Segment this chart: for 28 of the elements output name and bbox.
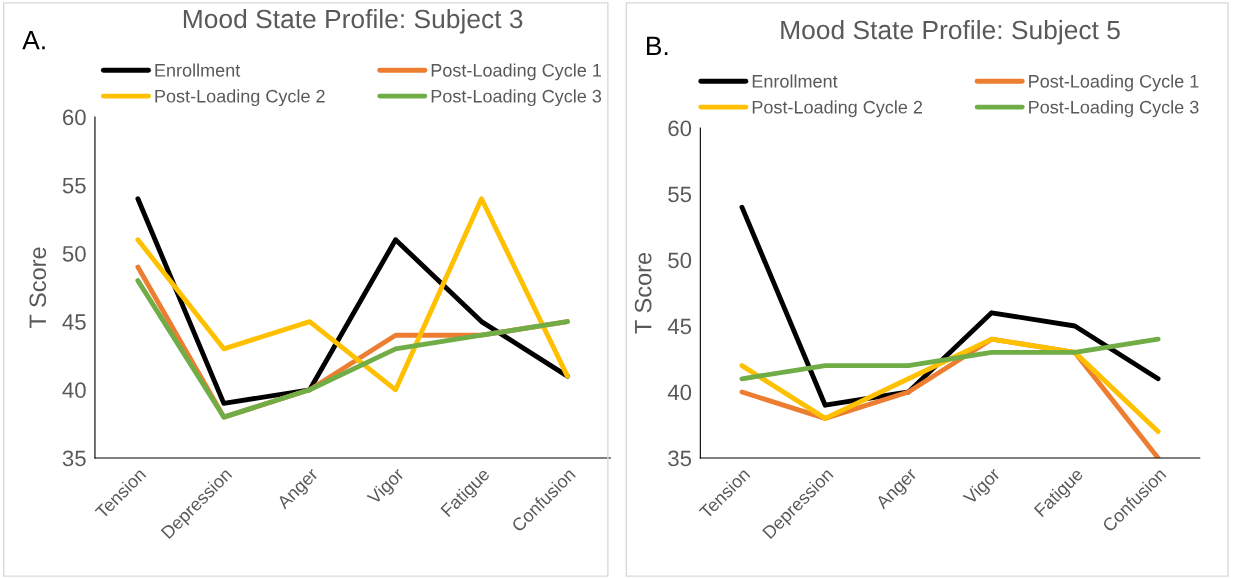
legend-label: Post-Loading Cycle 1 (431, 63, 602, 81)
legend-label: Post-Loading Cycle 3 (1029, 100, 1199, 118)
y-tick-label: 60 (668, 120, 692, 137)
legend-label: Enrollment (155, 63, 241, 77)
y-tick-label: 45 (62, 314, 86, 330)
legend-label: Post-Loading Cycle 3 (431, 89, 602, 107)
y-axis-title: T Score (634, 252, 652, 334)
y-tick-label: 40 (667, 384, 692, 401)
legend-label: Enrollment (752, 74, 838, 88)
y-tick-label: 55 (62, 177, 86, 194)
line-series (739, 336, 1161, 382)
y-axis-title: T Score (29, 247, 47, 329)
y-tick-label: 40 (62, 382, 86, 399)
y-tick-label: 35 (62, 450, 86, 467)
chart-title: Mood State Profile: Subject 3 (183, 8, 523, 34)
legend-label: Post-Loading Cycle 2 (752, 100, 923, 118)
y-tick-label: 60 (63, 109, 86, 126)
y-tick-label: 50 (668, 252, 692, 269)
text: A. (22, 31, 45, 50)
legend-label: Post-Loading Cycle 2 (155, 89, 325, 107)
y-tick-label: 50 (62, 245, 86, 262)
y-tick-label: 55 (668, 186, 692, 203)
y-tick-label: 35 (668, 450, 692, 467)
y-tick-label: 45 (667, 318, 692, 335)
text: B. (647, 36, 668, 55)
line-series (739, 336, 1161, 435)
legend-label: Post-Loading Cycle 1 (1029, 74, 1199, 92)
chart-title: Mood State Profile: Subject 5 (781, 19, 1120, 45)
